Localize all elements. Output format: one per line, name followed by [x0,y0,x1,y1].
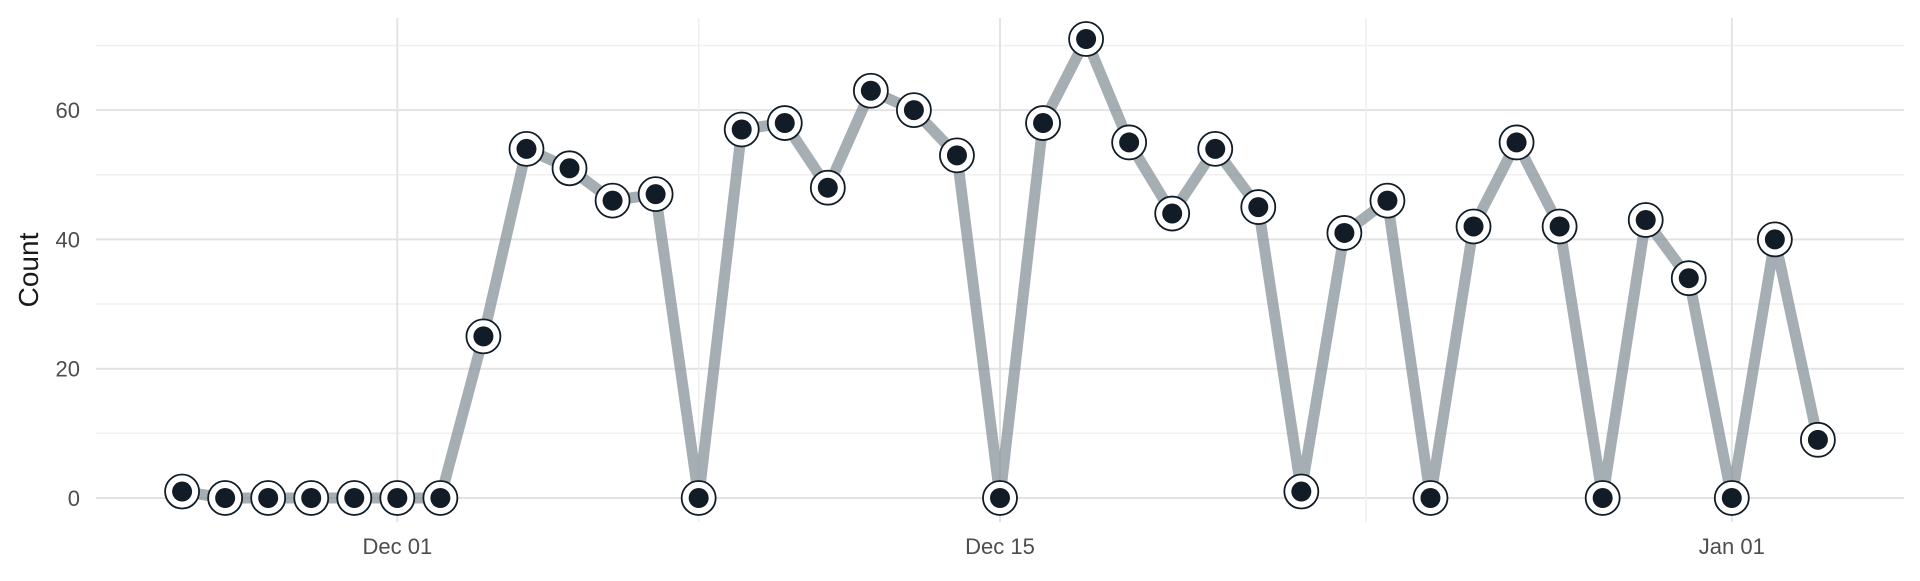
data-point-dot [1506,132,1527,153]
data-point-dot [1119,132,1140,153]
data-point [1240,189,1277,225]
y-tick-label: 60 [56,98,80,123]
data-point-dot [1807,429,1828,450]
data-point-dot [731,119,752,140]
data-point-dot [1377,190,1398,211]
data-point [982,480,1018,516]
x-tick-label: Dec 15 [965,534,1035,559]
x-tick-label: Jan 01 [1699,534,1765,559]
data-point [637,176,674,213]
data-point-dot [860,80,881,101]
data-point-dot [1291,481,1312,502]
data-point [1369,182,1406,219]
data-point-dot [301,488,322,508]
data-point [1025,105,1061,141]
data-point-dot [602,190,623,211]
data-point [1455,208,1492,245]
data-point-dot [473,326,494,347]
data-point-dot [258,488,279,508]
data-point-dot [1420,488,1441,508]
data-point [1154,195,1191,232]
data-point [723,111,760,148]
y-tick-label: 40 [56,227,80,252]
data-point-dot [946,145,967,166]
data-point [766,105,803,141]
data-point [1498,124,1535,161]
data-point-dot [430,488,451,508]
y-tick-label: 20 [56,357,80,382]
data-point-dot [387,488,408,508]
data-point [1068,21,1104,57]
data-point [465,318,502,355]
data-point [1800,421,1836,458]
data-point [1627,202,1664,238]
data-point [852,72,889,109]
y-axis-tick-labels: 0 20 40 60 [56,98,80,511]
data-point [207,480,244,516]
data-point-dot [1463,216,1484,237]
data-point-dot [1334,222,1355,243]
data-point-dot [344,488,365,508]
data-point-dot [1033,113,1054,134]
data-point [594,182,631,219]
data-point-dot [645,184,666,205]
data-point [250,480,287,516]
data-point [1670,260,1707,297]
data-point [1713,480,1750,516]
data-point [1756,221,1793,258]
data-point [164,473,200,510]
data-point-dot [774,113,795,134]
data-point [896,92,932,129]
data-point-dot [1549,216,1570,237]
x-axis-tick-labels: Dec 01 Dec 15 Jan 01 [362,534,1764,559]
data-point [551,150,588,187]
data-point-dot [688,488,709,508]
data-point-dot [1721,488,1742,508]
data-point-dot [1162,203,1183,224]
data-point-dot [1205,138,1226,159]
data-point [1584,480,1621,516]
data-point [1541,208,1578,245]
data-point-dot [559,158,580,179]
data-point-dot [990,488,1010,508]
data-point-dot [903,100,924,121]
data-point-dot [1764,229,1785,250]
y-axis-title: Count [13,232,44,307]
data-point [1197,131,1234,167]
x-tick-label: Dec 01 [362,534,432,559]
data-point [1111,124,1148,161]
data-point-dot [516,138,537,159]
data-point [1326,215,1363,251]
data-point [1283,473,1320,510]
data-point-dot [1248,197,1269,218]
data-point [336,480,373,516]
data-point [422,480,459,516]
data-point [508,131,545,167]
data-point-dot [1678,268,1699,289]
data-point [293,480,330,516]
data-point-dot [1076,29,1097,49]
data-point-dot [1635,210,1656,231]
data-point [809,169,846,206]
y-tick-label: 0 [68,486,80,511]
data-point-dot [817,177,838,198]
data-points [164,21,1836,516]
data-point-dot [215,488,236,508]
data-point [1412,480,1449,516]
data-point-dot [1592,488,1613,508]
data-point [379,480,416,516]
data-point-dot [172,481,193,502]
data-point [939,137,975,174]
data-point [680,480,717,516]
